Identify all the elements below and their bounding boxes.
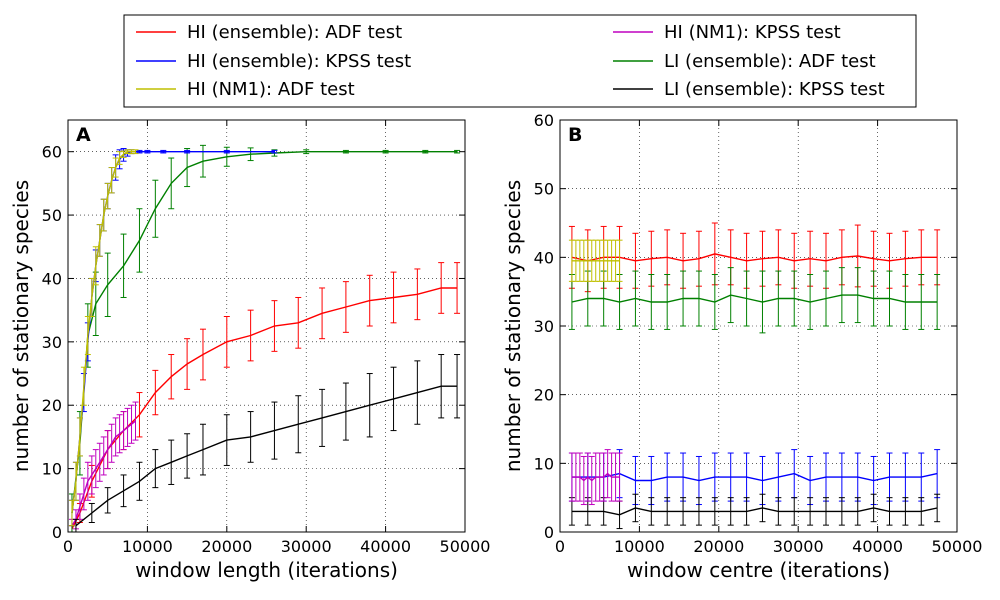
y-tick-label: 60 [534,111,554,130]
y-tick-label: 60 [42,143,62,162]
legend-label-3: HI (NM1): KPSS test [664,22,841,43]
legend-label-4: LI (ensemble): ADF test [664,51,876,72]
series-line [571,253,938,262]
series-hi-nm1-kpss-test [568,449,623,506]
legend-label-0: HI (ensemble): ADF test [187,22,402,43]
panel-b: 0 10000 20000 30000 40000 50000 0 10 20 30 40 50 60 B… [501,111,982,582]
panel-label: B [568,124,582,146]
series-li-ensemble-kpss-test [568,493,941,530]
x-tick-label: 40000 [852,537,903,556]
x-tick-label: 20000 [201,537,252,556]
x-axis-label: window centre (iterations) [627,558,890,582]
series-line [71,150,458,514]
y-tick-label: 10 [534,454,554,473]
y-axis-label: number of stationary species [501,180,525,472]
series-hi-nm1-adf-test [568,239,623,282]
legend-frame [123,14,917,108]
y-tick-label: 40 [534,248,554,267]
y-tick-label: 0 [544,523,554,542]
y-tick-label: 0 [52,523,62,542]
series-line [571,472,938,482]
y-tick-label: 40 [42,269,62,288]
series-li-ensemble-kpss-test [72,354,461,533]
x-tick-label: 30000 [281,537,332,556]
series-line [75,385,458,527]
series-line [71,150,136,514]
x-tick-label: 20000 [693,537,744,556]
x-tick-label: 40000 [360,537,411,556]
series-hi-nm1-kpss-test [68,401,139,533]
series-line [571,507,938,516]
y-tick-label: 50 [534,180,554,199]
x-tick-label: 10000 [614,537,665,556]
series-li-ensemble-adf-test [68,144,461,533]
series-hi-ensemble-kpss-test [568,449,941,506]
y-tick-label: 30 [42,333,62,352]
series-hi-nm1-adf-test [68,149,139,527]
legend-label-2: HI (NM1): ADF test [187,79,355,100]
series-line [571,472,620,482]
x-tick-label: 50000 [932,537,983,556]
panel-a: 0 10000 20000 30000 40000 50000 0 10 20 30 40 50 60 A… [9,119,491,582]
y-tick-label: 50 [42,206,62,225]
legend-label-1: HI (ensemble): KPSS test [187,51,411,72]
y-tick-label: 30 [534,317,554,336]
plot-frame [67,119,466,533]
series-line [71,287,458,530]
y-tick-label: 10 [42,460,62,479]
y-tick-label: 20 [534,386,554,405]
x-tick-label: 30000 [773,537,824,556]
series-line [571,294,938,303]
panel-label: A [76,124,91,146]
legend-label-5: LI (ensemble): KPSS test [664,79,885,100]
y-axis-label: number of stationary species [9,180,33,472]
x-axis-label: window length (iterations) [135,558,398,582]
legend: HI (ensemble): ADF test HI (ensemble): K… [123,14,917,108]
x-tick-label: 0 [555,537,565,556]
x-tick-label: 50000 [440,537,491,556]
series-li-ensemble-adf-test [568,267,941,334]
series-line [71,420,136,527]
y-tick-label: 20 [42,396,62,415]
x-tick-label: 10000 [122,537,173,556]
x-tick-label: 0 [63,537,73,556]
